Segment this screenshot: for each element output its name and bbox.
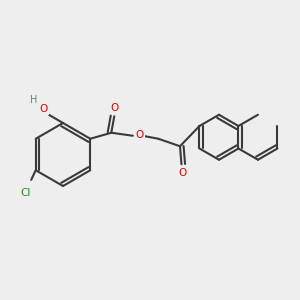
Text: O: O bbox=[135, 130, 144, 140]
Text: O: O bbox=[111, 103, 119, 113]
Text: H: H bbox=[30, 95, 37, 105]
Text: Cl: Cl bbox=[20, 188, 30, 198]
Text: O: O bbox=[179, 168, 187, 178]
Text: O: O bbox=[39, 104, 48, 114]
